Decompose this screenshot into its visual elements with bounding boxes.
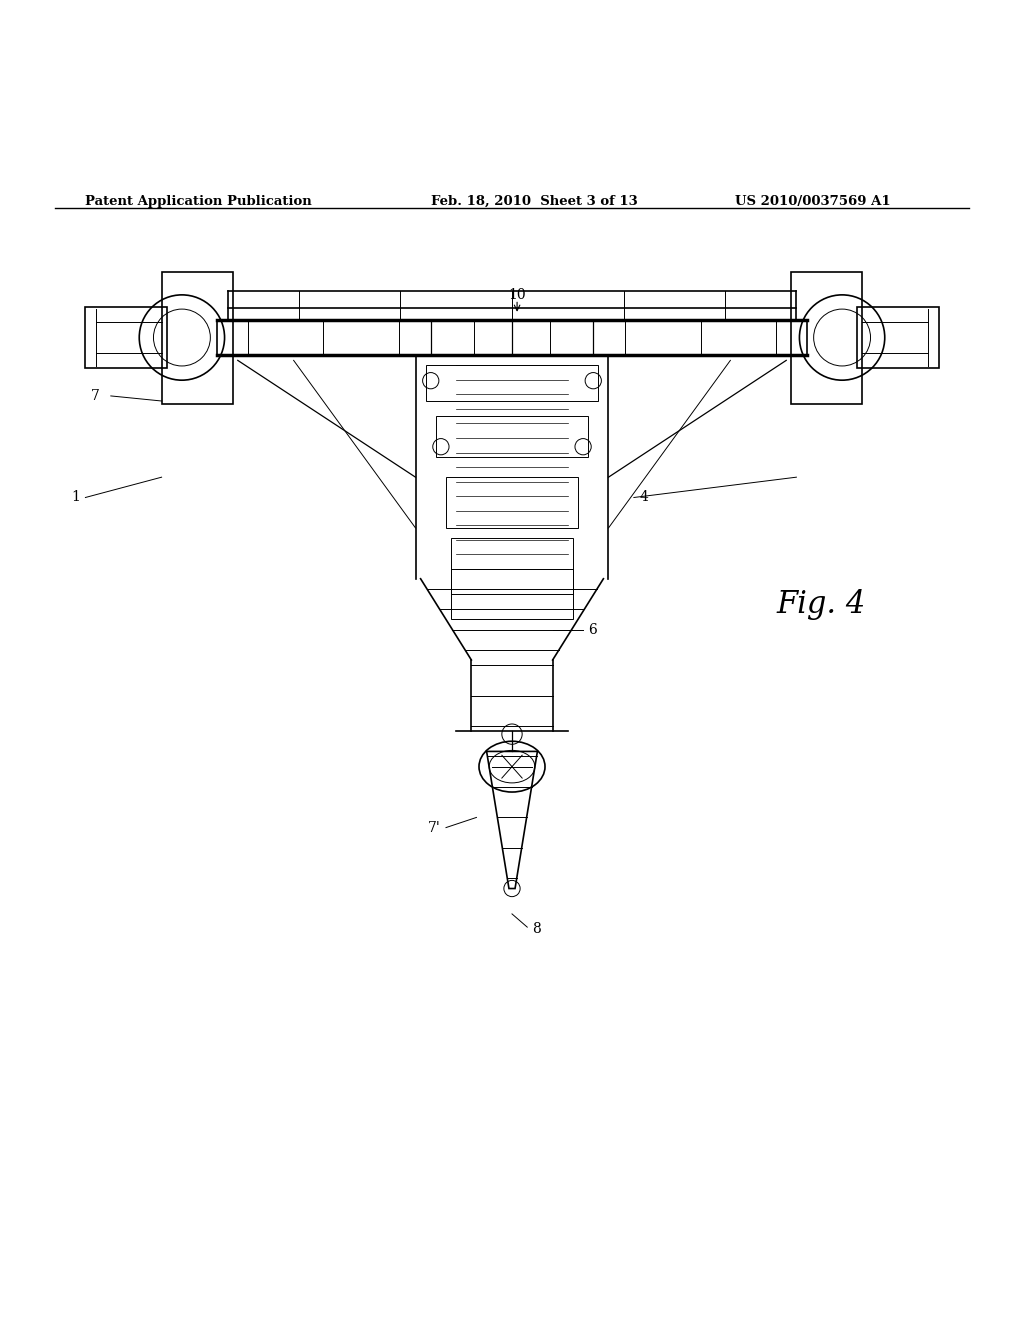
Text: 7': 7' <box>428 821 441 834</box>
Text: Patent Application Publication: Patent Application Publication <box>85 195 312 207</box>
Text: 7: 7 <box>91 389 100 403</box>
Text: US 2010/0037569 A1: US 2010/0037569 A1 <box>735 195 891 207</box>
Text: Feb. 18, 2010  Sheet 3 of 13: Feb. 18, 2010 Sheet 3 of 13 <box>431 195 638 207</box>
Text: Fig. 4: Fig. 4 <box>776 589 865 619</box>
Text: 4: 4 <box>640 491 648 504</box>
Text: 1: 1 <box>71 491 80 504</box>
Text: 10: 10 <box>508 289 526 302</box>
Text: 8: 8 <box>532 923 541 936</box>
Text: 6: 6 <box>588 623 597 636</box>
